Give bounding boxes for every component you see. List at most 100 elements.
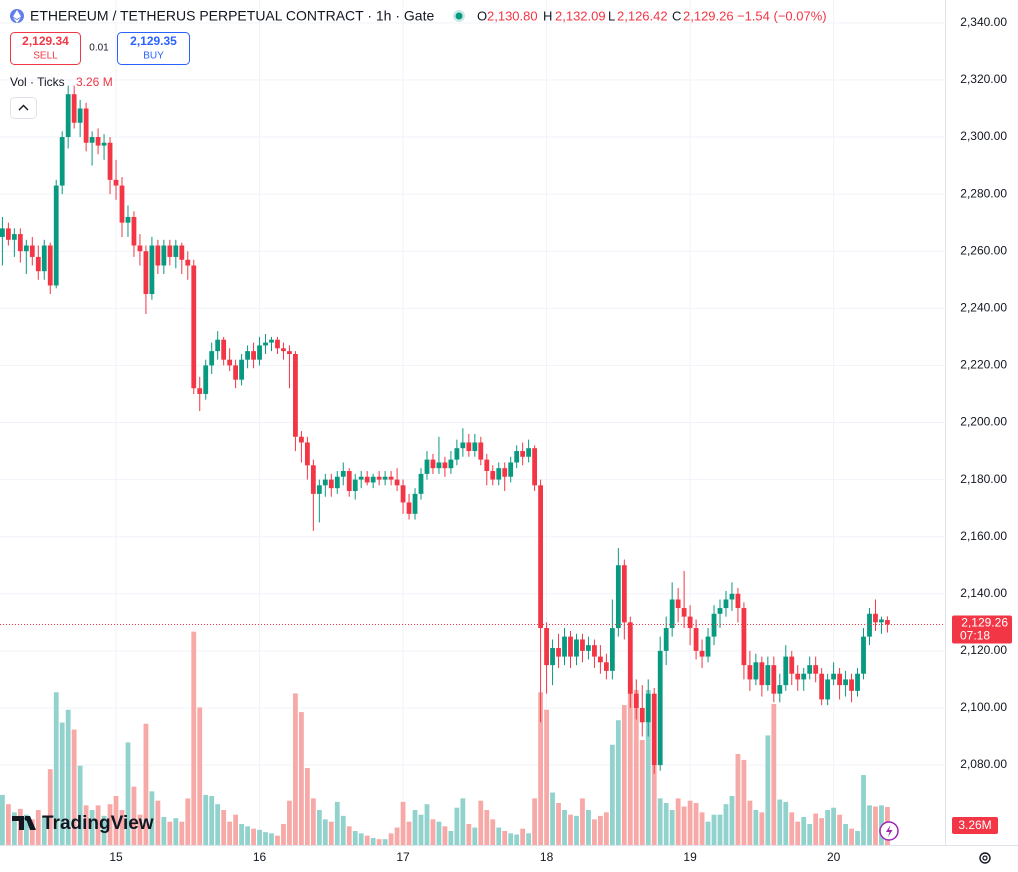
volume-bar [532, 798, 538, 845]
x-tick-label: 17 [396, 850, 410, 864]
volume-bar [83, 805, 89, 845]
y-tick-label: 2,280.00 [960, 186, 1007, 200]
candle-body [251, 351, 256, 360]
volume-bar [424, 804, 430, 845]
candle-body [520, 451, 526, 457]
candle-body [508, 462, 514, 477]
volume-bar [167, 821, 173, 845]
candle-body [771, 665, 777, 694]
volume-bar [53, 692, 59, 845]
volume-bar [831, 807, 837, 845]
legend-key: L [608, 8, 615, 23]
volume-bar [783, 801, 789, 845]
volume-bar [544, 709, 549, 845]
settings-button[interactable] [979, 852, 991, 864]
volume-badge-label: 3.26M [958, 818, 991, 832]
candle-body [269, 339, 274, 343]
candle-body [681, 608, 687, 617]
volume-bar [376, 839, 382, 845]
volume-bar [687, 800, 693, 845]
candle-body [47, 245, 53, 286]
volume-bar [448, 831, 454, 845]
candle-body [143, 251, 149, 295]
volume-bar [215, 804, 221, 845]
x-tick-label: 18 [540, 850, 554, 864]
collapse-button[interactable] [10, 97, 37, 119]
candle-body [137, 245, 143, 252]
candle-body [95, 137, 101, 146]
candle-body [669, 599, 675, 629]
buy-button[interactable] [117, 32, 190, 65]
candle-body [538, 485, 543, 629]
volume-bar [496, 827, 502, 845]
volume-bar [77, 765, 83, 845]
volume-bar [723, 804, 729, 845]
candle-body [466, 442, 472, 452]
candle-body [125, 216, 131, 223]
candle-body [245, 351, 250, 360]
volume-bar [609, 744, 615, 845]
candle-body [53, 185, 59, 286]
volume-bar [179, 821, 185, 845]
last-price-badge [952, 615, 1012, 644]
candle-body [568, 636, 573, 657]
volume-bar [777, 799, 783, 845]
candle-body [71, 94, 77, 123]
volume-bar [574, 815, 579, 845]
candle-body [263, 342, 268, 346]
candle-body [59, 137, 65, 186]
volume-bar [227, 821, 233, 845]
collapse-icon [18, 104, 29, 111]
candle-body [155, 245, 161, 266]
volume-bar [0, 794, 5, 845]
candle-body [83, 108, 89, 143]
volume-bar [615, 720, 621, 845]
candle-body [149, 245, 155, 295]
candle-body [424, 459, 430, 474]
volume-bar [233, 814, 239, 845]
candle-body [627, 622, 633, 694]
candle-body [460, 442, 466, 449]
candle-body [741, 608, 747, 666]
spread: 0.01 [89, 43, 109, 54]
volume-bar [867, 805, 872, 845]
candle-body [346, 471, 352, 492]
volume-bar [861, 775, 866, 845]
candle-body [759, 662, 765, 686]
volume-bar [753, 810, 759, 845]
candle-body [257, 345, 262, 360]
candle-body [556, 648, 561, 657]
candle-body [873, 613, 878, 623]
volume-bar [454, 807, 460, 845]
candle-body [687, 616, 693, 629]
volume-bar [101, 815, 107, 845]
sell-button[interactable] [10, 32, 81, 65]
candle-body [843, 679, 848, 686]
volume-bar [269, 833, 274, 845]
candle-body [699, 650, 705, 657]
volume-bar [239, 824, 244, 845]
volume-bar [627, 681, 633, 845]
logo-text: TradingView [42, 813, 154, 834]
volume-bar [717, 814, 723, 845]
volume-bar [155, 800, 161, 845]
candle-body [418, 473, 424, 494]
candle-body [598, 656, 603, 663]
candle-body [221, 339, 227, 360]
volume-bar [346, 826, 352, 845]
volume-bar [394, 827, 400, 845]
y-tick-label: 2,200.00 [960, 415, 1007, 429]
candle-body [113, 179, 119, 186]
volume-bar [310, 798, 316, 845]
volume-bar [203, 794, 209, 845]
y-tick-label: 2,320.00 [960, 72, 1007, 86]
x-tick-label: 16 [253, 850, 267, 864]
volume-bar [221, 810, 227, 845]
candle-body [436, 462, 442, 469]
eth-glyph [13, 10, 21, 23]
volume-bar [819, 818, 825, 845]
candle-body [729, 593, 735, 600]
candle-body [400, 485, 406, 503]
volume-bar [293, 693, 298, 845]
y-tick-label: 2,300.00 [960, 129, 1007, 143]
